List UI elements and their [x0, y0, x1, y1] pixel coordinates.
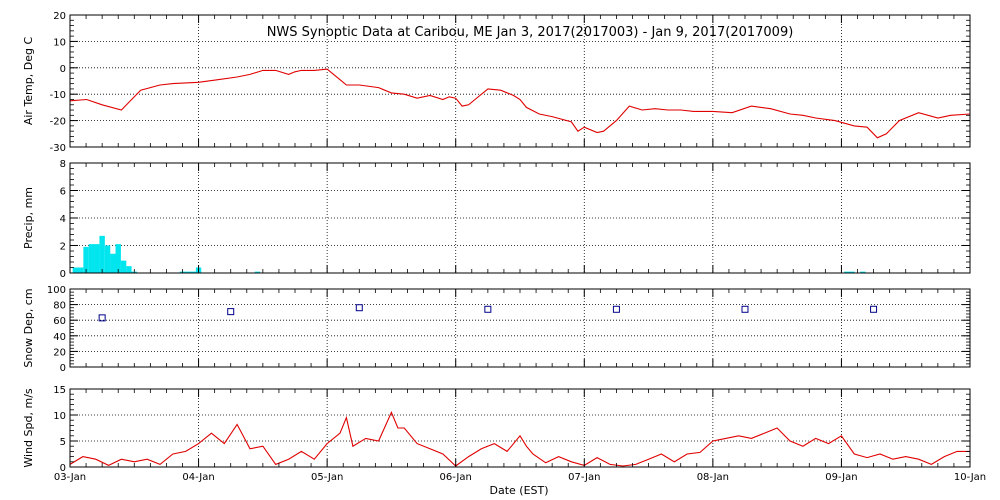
wind-series-line	[69, 411, 970, 467]
y-tick-label: -30	[50, 143, 66, 154]
precip-bar	[254, 271, 261, 273]
panel-temp: 20 10 0 -10 -20 -30 Air Temp, Deg C	[22, 11, 971, 154]
y-tick-label: 6	[60, 187, 66, 198]
snow-depth-point	[98, 314, 106, 322]
snow-depth-point	[870, 305, 878, 313]
y-tick-label: 20	[53, 347, 66, 358]
snow-depth-point	[741, 305, 749, 313]
y-tick-label: 2	[60, 242, 66, 253]
y-tick-label: 4	[60, 214, 66, 225]
precip-y-axis-label: Precip, mm	[22, 187, 35, 249]
precip-bar	[72, 267, 79, 273]
x-tick-label: 05-Jan	[311, 472, 343, 483]
precip-bar	[126, 266, 132, 273]
y-tick-label: 80	[53, 301, 66, 312]
snow-depth-point	[484, 305, 492, 313]
precip-bar	[844, 271, 850, 273]
y-tick-label: 8	[60, 159, 66, 170]
precip-bar	[860, 271, 866, 273]
x-tick-label: 08-Jan	[697, 472, 729, 483]
temp-y-axis-label: Air Temp, Deg C	[22, 37, 35, 126]
precip-bar	[88, 244, 95, 273]
y-tick-label: 0	[60, 269, 66, 280]
y-tick-label: 10	[53, 411, 66, 422]
y-tick-label: 0	[60, 363, 66, 374]
y-tick-label: 10	[53, 37, 66, 48]
y-tick-label: 20	[53, 11, 66, 22]
y-tick-label: 60	[53, 316, 66, 327]
y-tick-label: -20	[50, 117, 66, 128]
panel-snow: 100 80 60 40 20 0 Snow Dep, cm	[22, 285, 971, 374]
panel-frame	[69, 288, 971, 368]
y-tick-label: 40	[53, 332, 66, 343]
precip-bar	[120, 260, 127, 273]
precip-bar	[83, 246, 89, 273]
temp-series-line	[69, 68, 971, 139]
panel-wind: 15 10 5 0 Wind Spd, m/s	[22, 385, 971, 474]
snow-y-axis-label: Snow Dep, cm	[22, 288, 35, 367]
snow-depth-point	[612, 305, 620, 313]
x-tick-label: 07-Jan	[568, 472, 600, 483]
x-tick-label: 09-Jan	[825, 472, 857, 483]
x-axis-label: Date (EST)	[489, 484, 548, 497]
y-tick-label: 100	[47, 285, 66, 296]
x-tick-label: 04-Jan	[182, 472, 214, 483]
precip-bar	[94, 244, 100, 273]
precip-bar	[190, 271, 196, 273]
wind-y-axis-label: Wind Spd, m/s	[22, 388, 35, 468]
panel-frame	[69, 388, 971, 468]
chart-title: NWS Synoptic Data at Caribou, ME Jan 3, …	[267, 25, 794, 40]
precip-bar	[849, 271, 855, 273]
x-tick-label: 03-Jan	[54, 472, 86, 483]
panel-precip: 8 6 4 2 0 Precip, mm	[22, 159, 971, 280]
precip-bar	[110, 253, 116, 273]
y-tick-label: 5	[60, 437, 66, 448]
x-tick-label: 10-Jan	[954, 472, 986, 483]
precip-bar	[185, 271, 191, 273]
precip-bar	[77, 267, 84, 273]
snow-depth-point	[227, 308, 235, 316]
y-tick-label: 0	[60, 463, 66, 474]
snow-depth-point	[355, 304, 363, 312]
x-tick-label: 06-Jan	[440, 472, 472, 483]
precip-bar	[104, 245, 111, 273]
y-tick-label: 15	[53, 385, 66, 396]
precip-bar	[99, 235, 105, 273]
y-tick-label: -10	[50, 90, 66, 101]
precip-bar	[115, 244, 121, 273]
y-tick-label: 0	[60, 64, 66, 75]
